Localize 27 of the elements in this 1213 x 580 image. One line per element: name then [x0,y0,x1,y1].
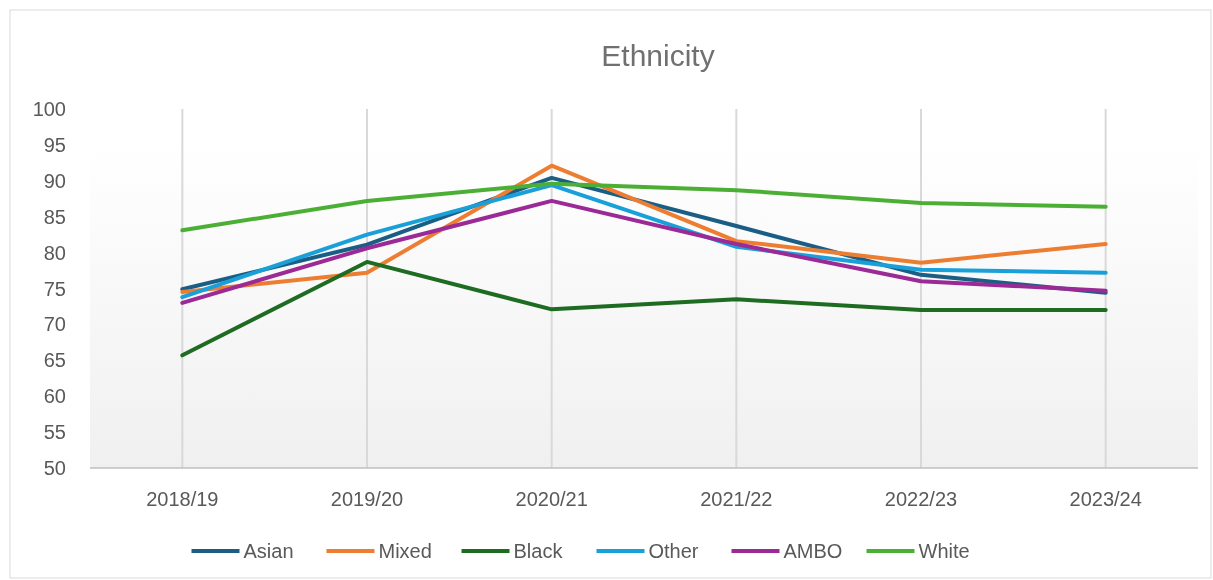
x-tick-label: 2020/21 [515,488,588,510]
y-tick-label: 75 [43,277,66,300]
y-tick-label: 90 [43,169,66,192]
legend-label: Asian [243,540,294,562]
y-tick-label: 80 [43,241,66,264]
legend-label: White [918,540,970,562]
x-tick-label: 2018/19 [146,488,219,510]
x-tick-label: 2021/22 [700,488,773,510]
y-tick-label: 70 [43,313,66,336]
y-tick-label: 85 [43,205,66,228]
y-tick-label: 95 [43,133,66,156]
legend-label: AMBO [783,540,843,562]
line-series [180,259,1108,358]
y-tick-label: 65 [43,349,66,372]
legend-label: Mixed [378,540,432,562]
legend-label: Other [648,540,699,562]
x-tick-label: 2022/23 [884,488,958,510]
y-tick-label: 60 [43,385,66,408]
y-tick-label: 55 [43,421,66,444]
chart-title: Ethnicity [601,39,715,72]
x-tick-label: 2023/24 [1069,488,1142,510]
y-tick-label: 100 [32,98,66,120]
y-tick-label: 50 [43,457,66,479]
x-tick-label: 2019/20 [330,488,404,510]
line-series [180,198,1108,305]
legend-label: Black [513,540,564,562]
line-series [180,181,1108,233]
